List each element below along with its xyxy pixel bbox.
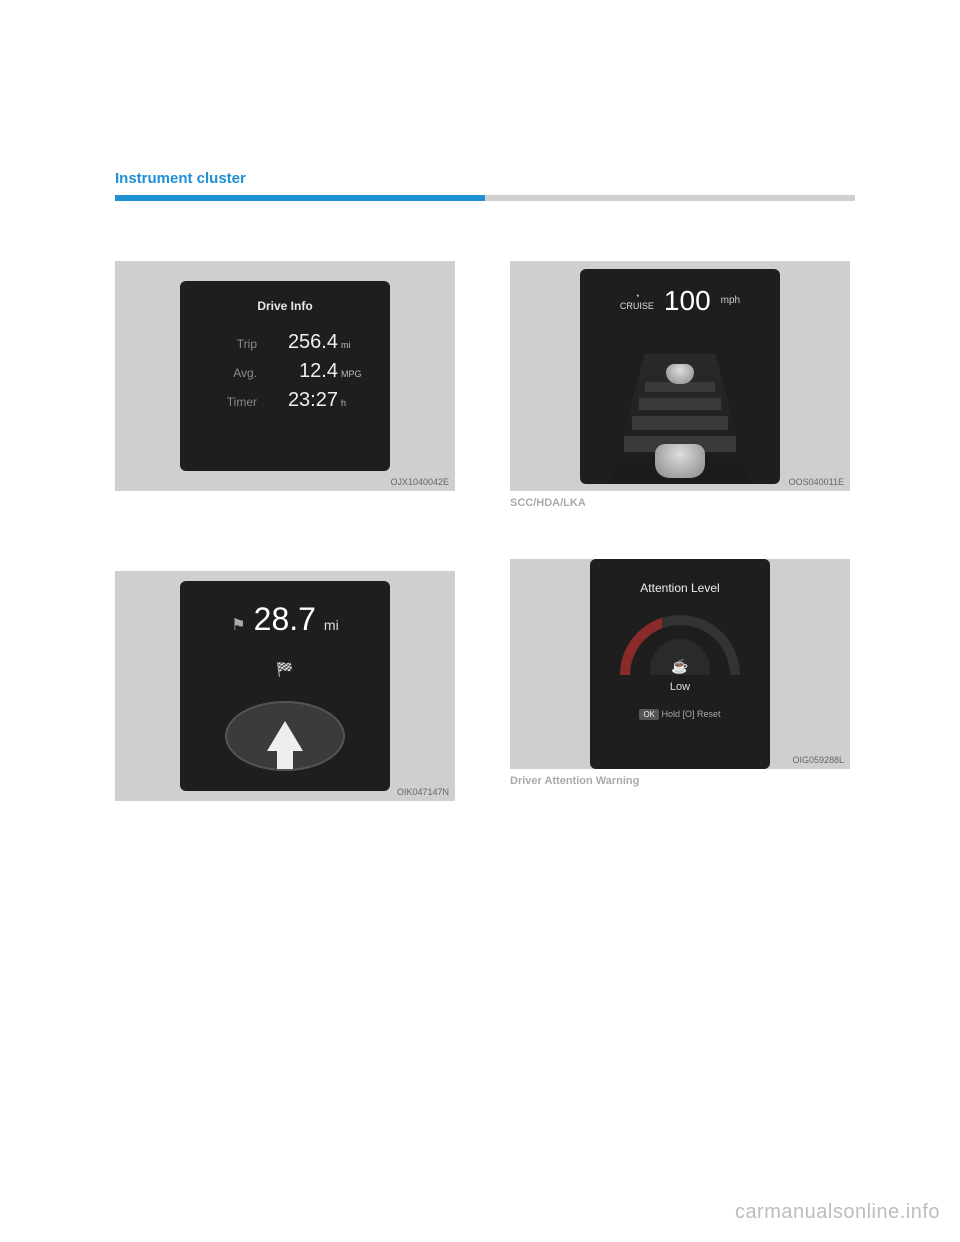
attention-level: Low (590, 681, 770, 693)
flag-start-icon: ⚑ (231, 615, 245, 635)
drive-trip-unit: mi (338, 340, 368, 350)
drive-avg-label: Avg. (202, 366, 257, 380)
cruise-screen: ◔CRUISE 100 mph (580, 269, 780, 484)
attention-caption: Driver Attention Warning (510, 775, 855, 787)
ok-badge: OK (639, 709, 659, 720)
cruise-speed: 100 (664, 285, 711, 317)
drive-timer-unit: h (338, 398, 368, 408)
drive-row-trip: Trip 256.4 mi (202, 331, 368, 354)
attention-screen: Attention Level ☕ Low OK Hold [O] Reset (590, 559, 770, 769)
cruise-panel: ◔CRUISE 100 mph OOS040 (510, 261, 850, 491)
nav-distance: 28.7 (254, 601, 316, 638)
drive-row-avg: Avg. 12.4 MPG (202, 360, 368, 383)
lead-car-icon (666, 364, 694, 384)
road-graphic (610, 354, 750, 484)
section-header: Instrument cluster (115, 170, 855, 187)
nav-code: OIK047147N (397, 787, 449, 797)
cruise-caption: SCC/HDA/LKA (510, 497, 855, 509)
arrow-up-icon (267, 721, 303, 751)
attention-code: OIG059288L (792, 755, 844, 765)
drive-avg-value: 12.4 (257, 360, 338, 383)
drive-row-timer: Timer 23:27 h (202, 389, 368, 412)
nav-panel: ⚑ 28.7 mi 🏁 OIK047147N (115, 571, 455, 801)
nav-screen: ⚑ 28.7 mi 🏁 (180, 581, 390, 791)
attention-gauge-icon: ☕ (620, 605, 740, 675)
drive-info-title: Drive Info (202, 299, 368, 313)
drive-info-panel: Drive Info Trip 256.4 mi Avg. 12.4 MPG (115, 261, 455, 491)
attention-panel: Attention Level ☕ Low OK Hold [O] Reset … (510, 559, 850, 769)
cruise-code: OOS040011E (789, 477, 844, 487)
nav-direction-icon (225, 701, 345, 771)
drive-info-screen: Drive Info Trip 256.4 mi Avg. 12.4 MPG (180, 281, 390, 471)
watermark: carmanualsonline.info (735, 1201, 940, 1224)
cruise-unit: mph (721, 295, 740, 306)
attention-title: Attention Level (590, 581, 770, 595)
flag-dest-icon: 🏁 (276, 661, 293, 678)
nav-unit: mi (324, 617, 339, 633)
drive-avg-unit: MPG (338, 369, 368, 379)
drive-trip-value: 256.4 (257, 331, 338, 354)
header-rule (115, 195, 855, 201)
drive-info-code: OJX1040042E (390, 477, 449, 487)
attention-reset-hint: OK Hold [O] Reset (590, 709, 770, 719)
ego-car-icon (655, 444, 705, 478)
drive-trip-label: Trip (202, 337, 257, 351)
drive-timer-value: 23:27 (257, 389, 338, 412)
cruise-icon: ◔CRUISE (620, 291, 654, 311)
drive-timer-label: Timer (202, 395, 257, 409)
